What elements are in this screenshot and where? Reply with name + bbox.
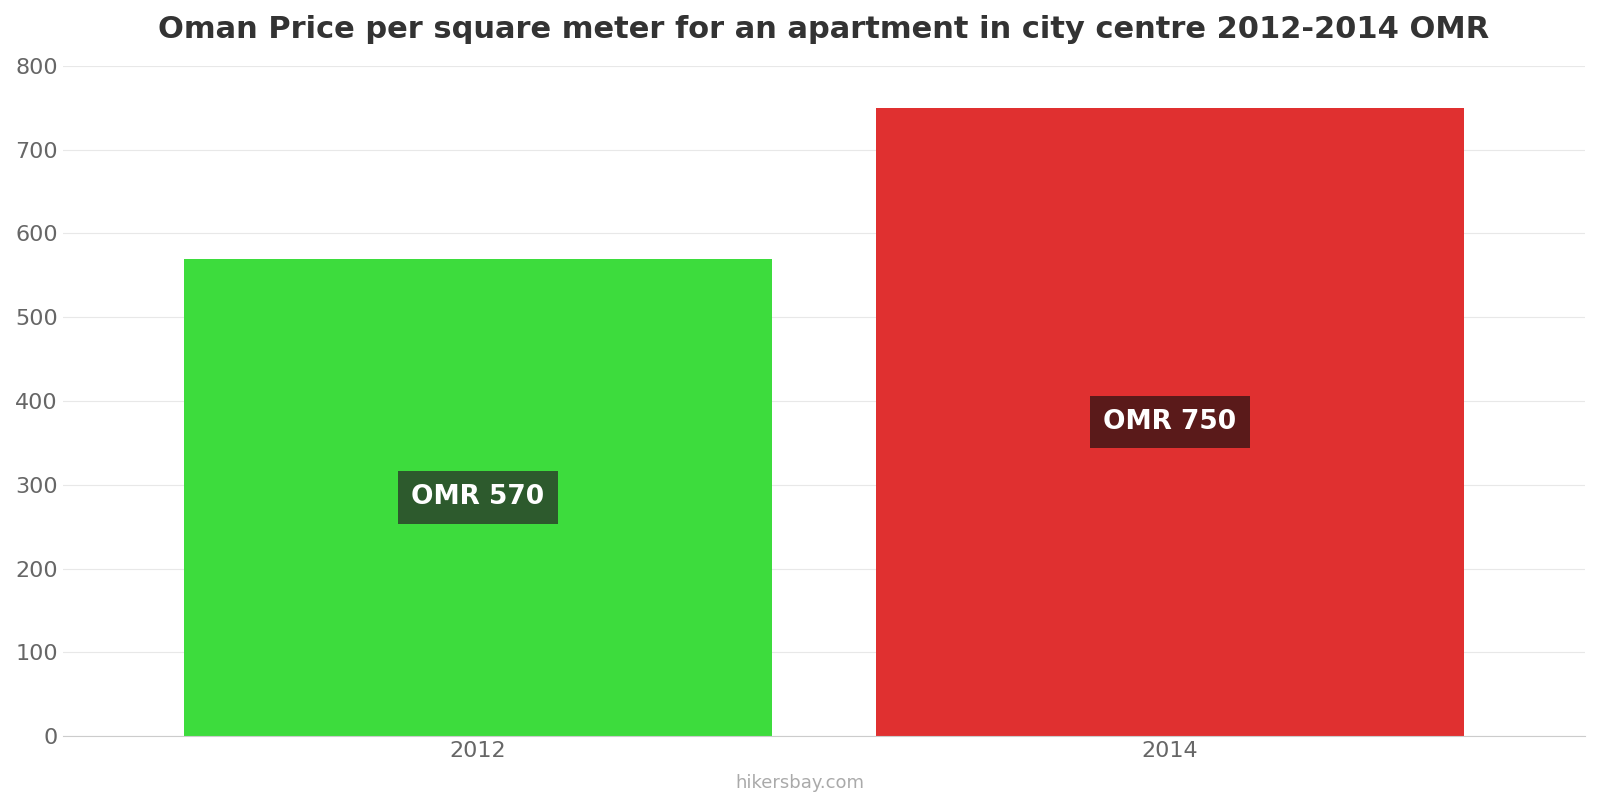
Title: Oman Price per square meter for an apartment in city centre 2012-2014 OMR: Oman Price per square meter for an apart… <box>158 15 1490 44</box>
Text: OMR 570: OMR 570 <box>411 484 544 510</box>
Bar <box>184 258 771 736</box>
Text: hikersbay.com: hikersbay.com <box>736 774 864 792</box>
Bar <box>875 108 1464 736</box>
Text: OMR 750: OMR 750 <box>1104 409 1237 435</box>
